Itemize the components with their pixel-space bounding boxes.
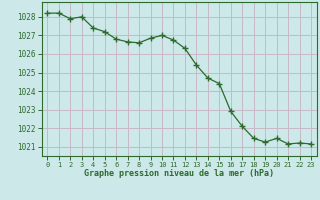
X-axis label: Graphe pression niveau de la mer (hPa): Graphe pression niveau de la mer (hPa) [84,169,274,178]
